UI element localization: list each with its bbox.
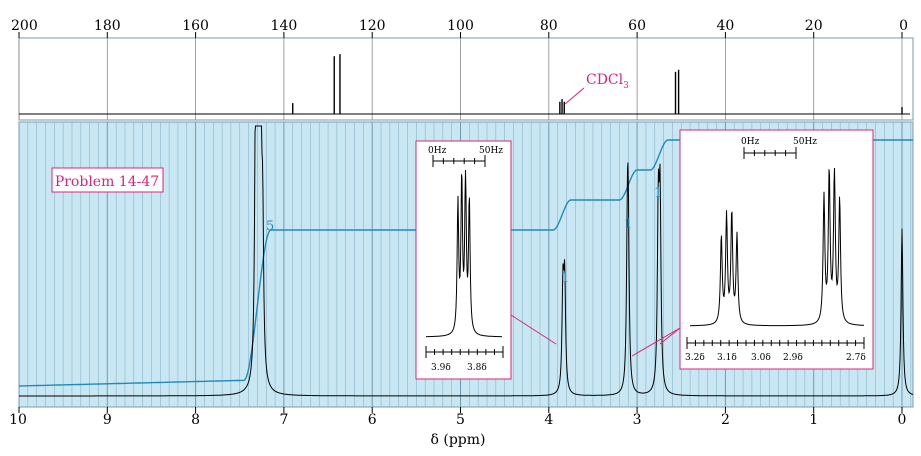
proton-tick-label: 10 [9, 412, 27, 428]
problem-label-box: Problem 14-47 [51, 167, 164, 193]
inset-methine: 0Hz 50Hz 3.9δ 3.8δ [415, 140, 512, 380]
inset1-scale-50hz: 50Hz [479, 146, 503, 156]
carbon-tick-label: 60 [628, 18, 646, 34]
carbon-spectrum-panel [18, 37, 914, 121]
carbon-tick-label: 160 [182, 18, 209, 34]
proton-tick-label: 1 [809, 412, 818, 428]
inset2-label-3-1: 3.1δ [717, 353, 737, 363]
proton-tick-label: 4 [544, 412, 553, 428]
integral-label-1-c: 1 [654, 186, 662, 201]
inset2-axis [686, 337, 865, 349]
proton-spectrum-trace [19, 125, 913, 397]
inset2-scale-0hz: 0Hz [741, 137, 760, 147]
cdcl3-pointer [564, 87, 585, 105]
inset2-pointer-b [659, 327, 681, 345]
carbon-tick-label: 40 [716, 18, 734, 34]
carbon-tick-label: 140 [271, 18, 298, 34]
inset1-scale-bar [432, 155, 486, 167]
proton-tick-label: 7 [279, 412, 288, 428]
inset2-scale-bar [743, 147, 797, 159]
cdcl3-label: CDCl3 [586, 72, 629, 91]
inset2-label-3-0: 3.0δ [751, 353, 771, 363]
proton-tick-label: 9 [103, 412, 112, 428]
x-axis-label: δ (ppm) [430, 432, 485, 448]
inset2-trace [690, 167, 864, 327]
problem-label: Problem 14-47 [55, 174, 159, 190]
inset2-pointer-a [631, 327, 681, 357]
inset1-pointer [510, 314, 557, 345]
inset1-label-3-8: 3.8δ [467, 363, 487, 373]
inset1-scale-0hz: 0Hz [428, 146, 447, 156]
proton-axis: 10 9 8 7 6 5 4 3 2 1 0 [9, 407, 906, 428]
integral-label-1-b: 1 [624, 217, 632, 232]
proton-tick-label: 8 [191, 412, 200, 428]
carbon-tick-label: 100 [447, 18, 474, 34]
integral-label-1-a: 1 [561, 271, 569, 286]
inset2-scale-50hz: 50Hz [793, 137, 817, 147]
carbon-tick-label: 180 [94, 18, 121, 34]
inset2-label-3-2: 3.2δ [685, 353, 705, 363]
inset-methylenes: 0Hz 50Hz 3.2δ 3.1δ 3.0δ 2.9δ 2.7δ [679, 129, 874, 370]
inset2-label-2-9: 2.9δ [783, 353, 803, 363]
carbon-tick-label: 80 [540, 18, 558, 34]
proton-tick-label: 0 [898, 412, 907, 428]
carbon-tick-label: 200 [11, 18, 38, 34]
inset1-axis [425, 346, 504, 358]
carbon-tick-label: 120 [359, 18, 386, 34]
integral-label-5: 5 [266, 219, 274, 234]
carbon-axis: 200 180 160 140 120 100 80 60 40 20 0 [11, 18, 908, 38]
proton-tick-label: 3 [633, 412, 642, 428]
carbon-gridlines [18, 38, 903, 120]
inset1-trace [425, 169, 502, 338]
proton-tick-label: 2 [721, 412, 730, 428]
carbon-peaks [292, 54, 903, 114]
carbon-tick-label: 20 [805, 18, 823, 34]
proton-tick-label: 5 [456, 412, 465, 428]
inset1-label-3-9: 3.9δ [431, 363, 451, 373]
proton-tick-label: 6 [368, 412, 377, 428]
carbon-tick-label: 0 [899, 18, 908, 34]
inset2-label-2-7: 2.7δ [846, 353, 866, 363]
